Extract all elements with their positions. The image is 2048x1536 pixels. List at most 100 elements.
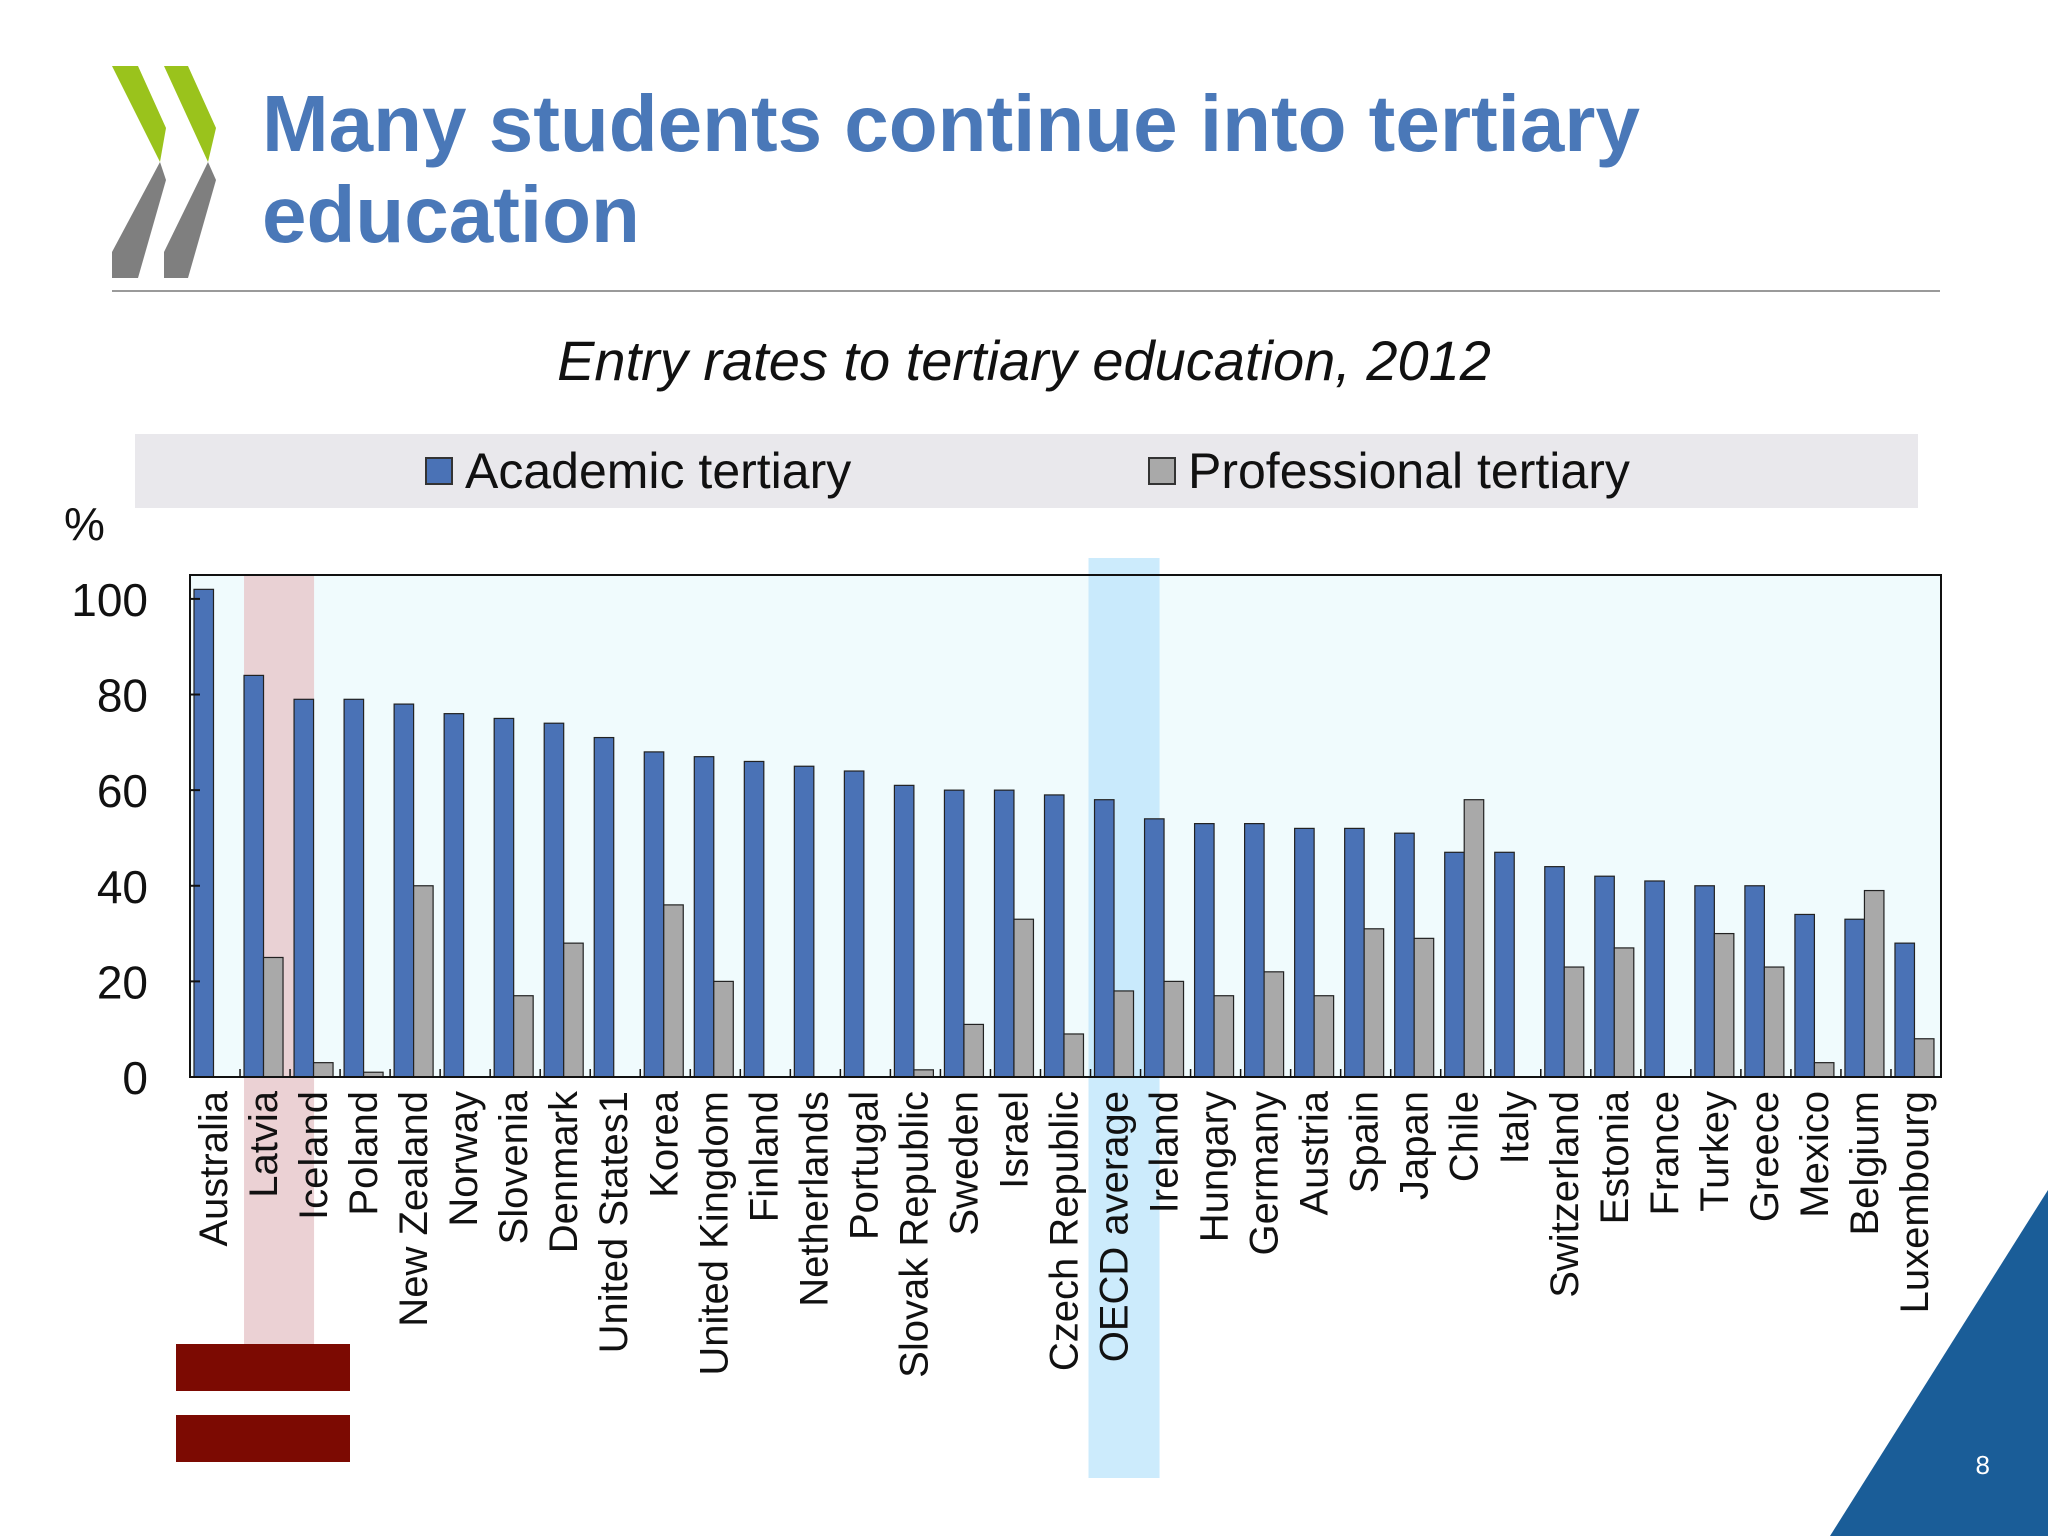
x-tick-label-norway: Norway	[442, 1091, 486, 1227]
page-number: 8	[1975, 1450, 1990, 1480]
x-tick-label-greece: Greece	[1743, 1091, 1787, 1222]
y-tick-label-100: 100	[71, 574, 148, 626]
legend-swatch-professional	[1148, 457, 1176, 485]
y-tick-label-60: 60	[97, 765, 148, 817]
bar-academic-chile	[1444, 851, 1465, 1078]
y-tick-label-0: 0	[122, 1052, 148, 1104]
corner-decoration	[1830, 1190, 2048, 1536]
x-tick-label-mexico: Mexico	[1793, 1091, 1837, 1218]
bar-academic-slovenia	[493, 717, 515, 1078]
x-tick-label-belgium: Belgium	[1843, 1091, 1887, 1236]
bar-academic-hungary	[1193, 823, 1215, 1078]
bar-professional-slovak-republic	[913, 1069, 935, 1078]
bar-professional-israel	[1013, 918, 1035, 1078]
bar-professional-iceland	[312, 1062, 334, 1078]
bar-academic-korea	[643, 751, 665, 1078]
bar-academic-sweden	[943, 789, 965, 1078]
bar-academic-iceland	[293, 698, 315, 1078]
bar-academic-united-kingdom	[693, 756, 715, 1078]
bar-professional-luxembourg	[1913, 1038, 1935, 1078]
x-tick-label-slovak-republic: Slovak Republic	[892, 1091, 936, 1378]
plot-frame	[189, 574, 1942, 1078]
bar-professional-ireland	[1163, 980, 1185, 1078]
x-tick-label-sweden: Sweden	[942, 1091, 986, 1236]
bar-professional-slovenia	[513, 995, 534, 1078]
legend-label-academic: Academic tertiary	[465, 443, 852, 499]
bar-professional-sweden	[963, 1023, 985, 1078]
y-tick-label-40: 40	[97, 861, 148, 913]
x-tick-label-ireland: Ireland	[1143, 1091, 1187, 1213]
chart-title: Entry rates to tertiary education, 2012	[557, 329, 1491, 392]
bar-academic-austria	[1294, 827, 1315, 1078]
bar-professional-chile	[1463, 799, 1485, 1078]
bar-academic-finland	[743, 760, 765, 1078]
legend-item-academic: Academic tertiary	[425, 434, 851, 508]
bar-academic-ireland	[1143, 818, 1165, 1078]
legend-label-professional: Professional tertiary	[1188, 443, 1630, 499]
x-tick-label-spain: Spain	[1343, 1091, 1387, 1193]
logo-chevron-green-left	[112, 66, 166, 162]
bar-academic-norway	[443, 713, 465, 1078]
bar-academic-united-states1	[593, 736, 615, 1078]
legend-swatch-academic	[425, 457, 453, 485]
y-tick-label-20: 20	[97, 956, 148, 1008]
x-tick-label-turkey: Turkey	[1693, 1091, 1737, 1212]
x-tick-label-latvia: Latvia	[242, 1090, 286, 1197]
x-tick-label-oecd-average: OECD average	[1093, 1091, 1137, 1362]
logo-chevron-grey-left	[112, 162, 166, 278]
x-tick-label-estonia: Estonia	[1593, 1090, 1637, 1224]
bar-professional-oecd-average	[1113, 990, 1135, 1078]
slide-title: Many students continue into tertiary edu…	[262, 79, 1640, 259]
bar-academic-estonia	[1594, 875, 1615, 1078]
x-tick-label-korea: Korea	[642, 1090, 686, 1197]
x-tick-label-united-kingdom: United Kingdom	[692, 1091, 736, 1376]
bar-professional-denmark	[563, 942, 584, 1078]
bar-academic-germany	[1243, 823, 1265, 1078]
bar-academic-switzerland	[1544, 866, 1565, 1078]
x-tick-label-chile: Chile	[1443, 1091, 1487, 1182]
x-tick-label-austria: Austria	[1293, 1090, 1337, 1215]
x-tick-label-finland: Finland	[742, 1091, 786, 1222]
x-tick-label-italy: Italy	[1493, 1091, 1537, 1164]
bar-professional-estonia	[1613, 947, 1635, 1078]
x-tick-label-united-states1: United States1	[592, 1091, 636, 1353]
x-tick-label-switzerland: Switzerland	[1543, 1091, 1587, 1298]
y-tick-label-80: 80	[97, 670, 148, 722]
x-tick-label-portugal: Portugal	[842, 1091, 886, 1240]
bar-professional-spain	[1363, 928, 1385, 1078]
bar-academic-poland	[343, 698, 365, 1078]
x-tick-label-new-zealand: New Zealand	[392, 1091, 436, 1327]
flag-stripe-top	[176, 1344, 350, 1391]
logo-chevron-grey-right	[164, 162, 216, 278]
bar-academic-mexico	[1794, 913, 1816, 1078]
bar-academic-greece	[1744, 885, 1765, 1078]
legend-item-professional: Professional tertiary	[1148, 434, 1630, 508]
bar-academic-czech-republic	[1043, 794, 1065, 1078]
bar-academic-france	[1644, 880, 1665, 1078]
x-tick-label-slovenia: Slovenia	[492, 1090, 536, 1244]
bar-academic-turkey	[1694, 885, 1715, 1078]
bar-professional-czech-republic	[1063, 1033, 1085, 1078]
x-tick-label-germany: Germany	[1243, 1091, 1287, 1256]
bar-professional-germany	[1263, 971, 1285, 1078]
bar-professional-turkey	[1713, 932, 1735, 1078]
bar-professional-hungary	[1213, 995, 1235, 1078]
bar-professional-greece	[1763, 966, 1785, 1078]
bar-professional-new-zealand	[413, 885, 434, 1078]
flag-stripe-middle	[176, 1391, 350, 1415]
x-tick-label-czech-republic: Czech Republic	[1043, 1091, 1087, 1371]
bar-professional-mexico	[1813, 1062, 1835, 1078]
bar-professional-switzerland	[1563, 966, 1585, 1078]
x-tick-label-poland: Poland	[342, 1091, 386, 1216]
x-tick-label-france: France	[1643, 1091, 1687, 1216]
bar-academic-oecd-average	[1093, 799, 1115, 1078]
x-tick-label-australia: Australia	[192, 1090, 236, 1246]
chart-legend: Academic tertiary Professional tertiary	[135, 434, 1918, 508]
bar-professional-austria	[1313, 995, 1335, 1078]
bar-professional-latvia	[262, 956, 284, 1078]
bar-professional-belgium	[1863, 889, 1885, 1078]
x-tick-label-iceland: Iceland	[292, 1091, 336, 1220]
bar-academic-japan	[1394, 832, 1415, 1078]
flag-stripe-bottom	[176, 1415, 350, 1462]
